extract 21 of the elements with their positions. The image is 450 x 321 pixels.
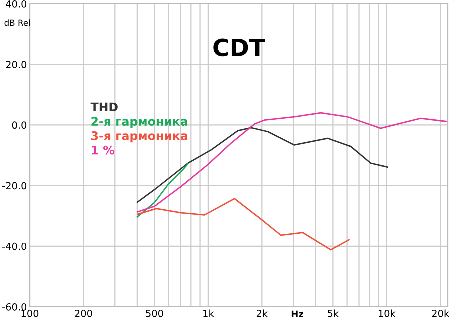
y-tick-label: -40.0: [2, 242, 27, 250]
x-tick-label: 200: [75, 310, 92, 318]
y-tick-label: -20.0: [2, 182, 27, 190]
text: 3-я гармоника: [92, 131, 188, 143]
x-tick-label: 20k: [432, 310, 450, 318]
y-tick-label: 20.0: [6, 61, 27, 68]
text: THD: [90, 102, 118, 112]
y-tick-label: 0.0: [12, 122, 27, 130]
y-tick-label: 40.0: [6, 0, 27, 8]
x-tick-label: 100: [22, 310, 39, 318]
text: 2-я гармоника: [92, 117, 188, 128]
x-tick-label: 2k: [256, 310, 268, 318]
x-tick-label: 10k: [378, 310, 396, 318]
x-axis-title: Hz: [292, 310, 304, 318]
x-tick-label: 1k: [204, 310, 214, 318]
x-tick-label: 500: [146, 310, 164, 318]
y-tick-label: -60.0: [2, 303, 27, 311]
y-axis-title: dB Rel: [4, 20, 30, 26]
x-tick-label: 5k: [328, 310, 340, 318]
text: 1 %: [92, 146, 115, 155]
text: CDT: [214, 38, 266, 57]
